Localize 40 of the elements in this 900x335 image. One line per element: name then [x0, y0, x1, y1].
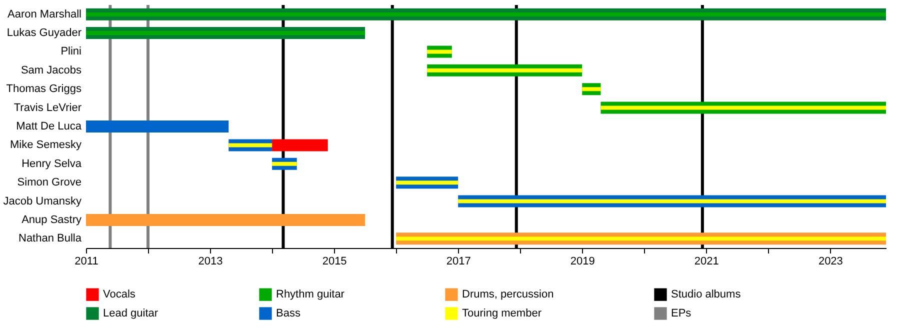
legend-label: Studio albums: [671, 288, 742, 301]
legend-label: EPs: [671, 308, 692, 320]
bar: [86, 120, 229, 132]
y-tick-label: Plini: [60, 46, 82, 58]
legend-label: Touring member: [462, 308, 542, 320]
legend-label: Rhythm guitar: [276, 288, 345, 301]
bar: [228, 143, 272, 148]
legend-label: Vocals: [103, 288, 136, 301]
y-tick-label: Matt De Luca: [16, 120, 82, 132]
x-tick-label: 2011: [74, 256, 98, 268]
y-tick-label: Jacob Umansky: [3, 195, 82, 208]
bar: [427, 68, 582, 72]
y-tick-label: Aaron Marshall: [8, 8, 82, 20]
y-tick-label: Simon Grove: [17, 176, 82, 189]
y-tick-label: Lukas Guyader: [6, 27, 82, 40]
y-tick-label: Nathan Bulla: [18, 232, 82, 245]
legend-label: Drums, percussion: [462, 288, 554, 301]
x-tick-label: 2023: [818, 256, 843, 268]
bar: [272, 139, 328, 152]
x-tick-label: 2021: [694, 256, 719, 268]
legend-label: Lead guitar: [103, 308, 158, 320]
bar: [427, 50, 452, 54]
bar: [396, 236, 886, 241]
bar: [272, 162, 297, 166]
x-tick-label: 2017: [446, 256, 471, 268]
y-tick-label: Henry Selva: [22, 158, 82, 170]
y-tick-label: Anup Sastry: [22, 214, 82, 226]
legend-label: Bass: [276, 308, 301, 320]
x-tick-label: 2013: [198, 256, 223, 268]
bar: [600, 106, 886, 110]
x-tick-label: 2015: [322, 256, 347, 268]
x-tick-label: 2019: [570, 256, 595, 268]
bar: [86, 214, 366, 226]
y-tick-label: Mike Semesky: [10, 139, 82, 152]
bar: [458, 199, 886, 204]
y-tick-label: Sam Jacobs: [20, 64, 82, 76]
y-tick-label: Travis LeVrier: [14, 102, 82, 114]
y-tick-label: Thomas Griggs: [6, 83, 82, 96]
bar: [582, 87, 601, 92]
bar: [396, 180, 458, 185]
